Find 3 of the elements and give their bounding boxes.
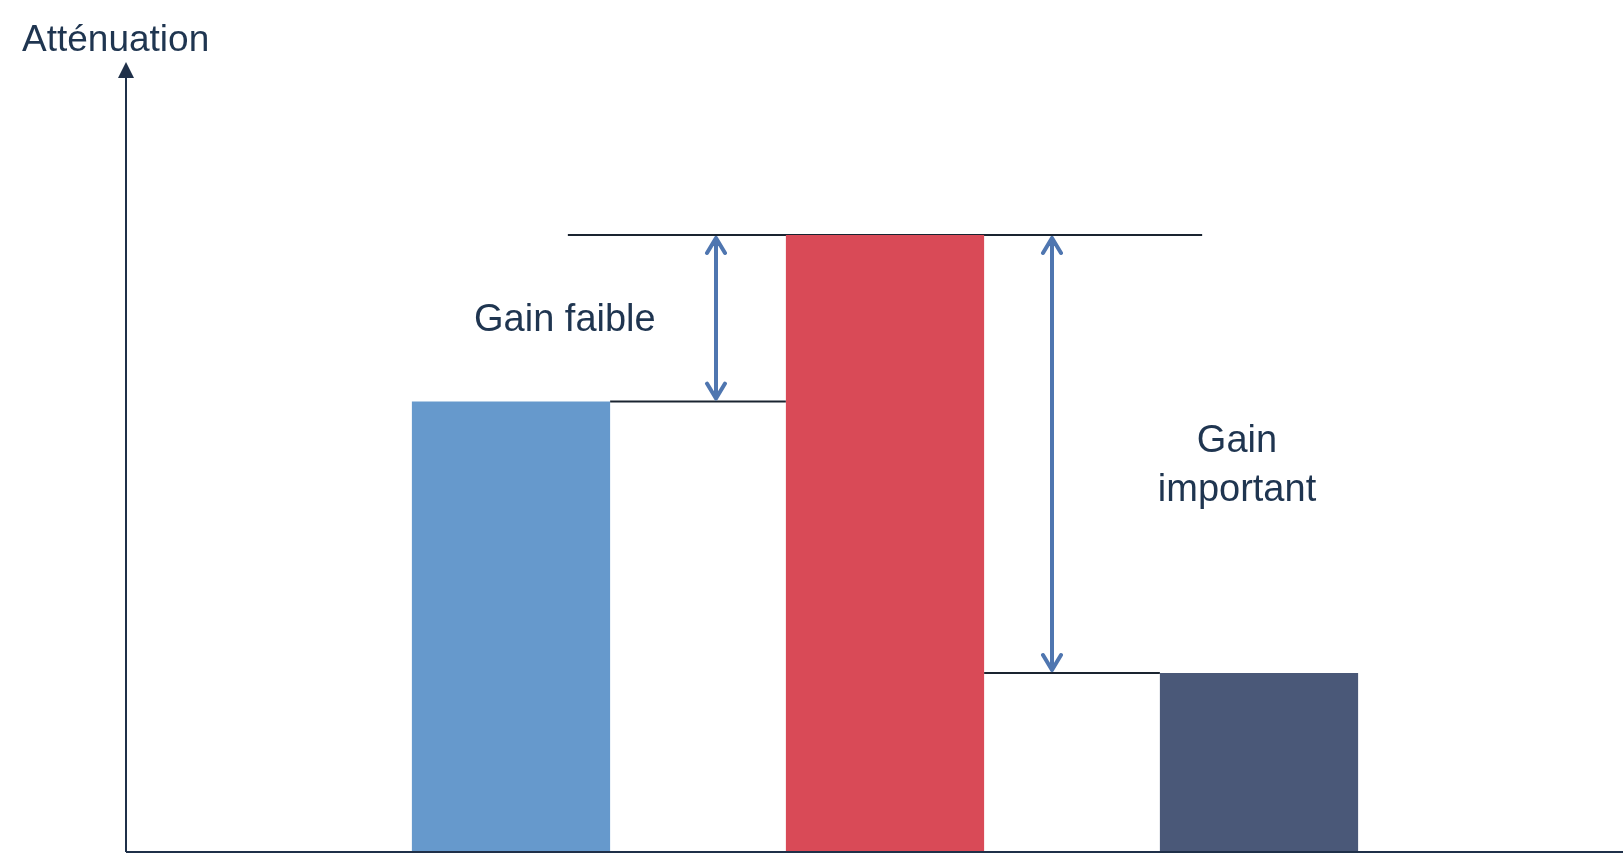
annotation: Gain faible — [474, 295, 656, 341]
y-axis-title: Atténuation — [22, 18, 210, 60]
annotation: Gain important — [1156, 416, 1318, 511]
